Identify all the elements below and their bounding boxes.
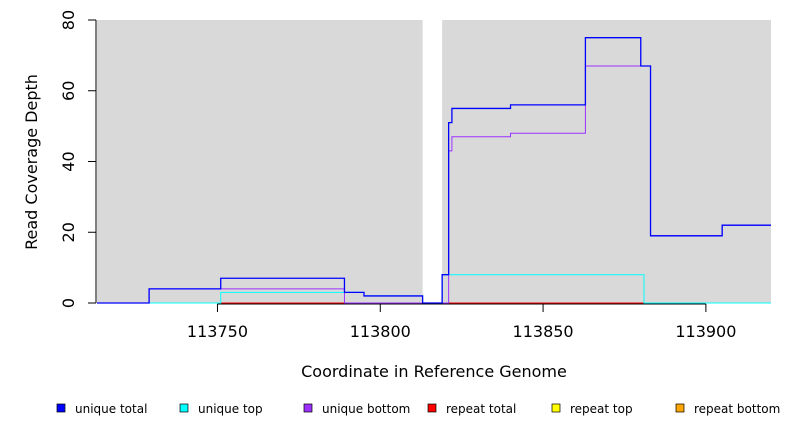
y-tick-label: 60 [59,81,78,101]
y-tick-label: 80 [59,10,78,30]
y-tick-label: 40 [59,151,78,171]
axes: 113750 113800 113850 113900 0 20 40 60 80 [59,10,736,341]
y-tick-label: 0 [59,298,78,308]
x-axis-label: Coordinate in Reference Genome [301,362,567,381]
legend: unique total unique top unique bottom repea… [56,402,780,416]
legend-swatch [675,403,685,413]
legend-label: repeat total [446,402,516,416]
x-tick-label: 113900 [675,322,736,341]
legend-label: unique total [75,402,147,416]
x-tick-label: 113750 [187,322,248,341]
plot-area [97,20,771,304]
legend-label: unique bottom [322,402,410,416]
x-tick-label: 113800 [350,322,411,341]
legend-swatch [179,403,189,413]
legend-label: repeat bottom [694,402,780,416]
legend-swatch [303,403,313,413]
legend-swatch [551,403,561,413]
y-axis-label: Read Coverage Depth [22,74,41,250]
y-tick-label: 20 [59,222,78,242]
legend-swatch [427,403,437,413]
x-tick-label: 113850 [513,322,574,341]
legend-label: unique top [198,402,263,416]
legend-swatch [56,403,66,413]
coverage-gap [422,20,443,303]
series-line-unique-total [97,37,771,304]
legend-label: repeat top [570,402,633,416]
